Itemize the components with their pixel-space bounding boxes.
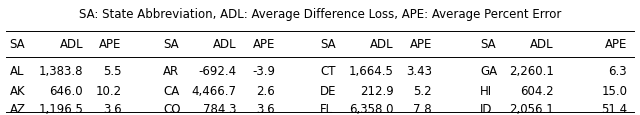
Text: 1,196.5: 1,196.5 bbox=[38, 102, 83, 115]
Text: 212.9: 212.9 bbox=[360, 84, 394, 97]
Text: ID: ID bbox=[480, 102, 493, 115]
Text: 646.0: 646.0 bbox=[49, 84, 83, 97]
Text: 5.2: 5.2 bbox=[413, 84, 432, 97]
Text: AR: AR bbox=[163, 64, 179, 77]
Text: -692.4: -692.4 bbox=[198, 64, 237, 77]
Text: SA: SA bbox=[320, 38, 335, 51]
Text: 6.3: 6.3 bbox=[609, 64, 627, 77]
Text: 3.43: 3.43 bbox=[406, 64, 432, 77]
Text: 51.4: 51.4 bbox=[601, 102, 627, 115]
Text: SA: State Abbreviation, ADL: Average Difference Loss, APE: Average Percent Error: SA: State Abbreviation, ADL: Average Dif… bbox=[79, 8, 561, 21]
Text: 1,664.5: 1,664.5 bbox=[349, 64, 394, 77]
Text: SA: SA bbox=[10, 38, 25, 51]
Text: 2,260.1: 2,260.1 bbox=[509, 64, 554, 77]
Text: ADL: ADL bbox=[60, 38, 83, 51]
Text: AK: AK bbox=[10, 84, 25, 97]
Text: HI: HI bbox=[480, 84, 492, 97]
Text: 3.6: 3.6 bbox=[257, 102, 275, 115]
Text: 604.2: 604.2 bbox=[520, 84, 554, 97]
Text: AL: AL bbox=[10, 64, 24, 77]
Text: ADL: ADL bbox=[530, 38, 554, 51]
Text: SA: SA bbox=[480, 38, 495, 51]
Text: 784.3: 784.3 bbox=[204, 102, 237, 115]
Text: 3.6: 3.6 bbox=[103, 102, 122, 115]
Text: 1,383.8: 1,383.8 bbox=[38, 64, 83, 77]
Text: FL: FL bbox=[320, 102, 333, 115]
Text: ADL: ADL bbox=[370, 38, 394, 51]
Text: SA: SA bbox=[163, 38, 179, 51]
Text: 15.0: 15.0 bbox=[601, 84, 627, 97]
Text: APE: APE bbox=[99, 38, 122, 51]
Text: ADL: ADL bbox=[213, 38, 237, 51]
Text: 2,056.1: 2,056.1 bbox=[509, 102, 554, 115]
Text: GA: GA bbox=[480, 64, 497, 77]
Text: -3.9: -3.9 bbox=[252, 64, 275, 77]
Text: APE: APE bbox=[253, 38, 275, 51]
Text: APE: APE bbox=[410, 38, 432, 51]
Text: 6,358.0: 6,358.0 bbox=[349, 102, 394, 115]
Text: AZ: AZ bbox=[10, 102, 26, 115]
Text: CT: CT bbox=[320, 64, 335, 77]
Text: 5.5: 5.5 bbox=[103, 64, 122, 77]
Text: 10.2: 10.2 bbox=[95, 84, 122, 97]
Text: APE: APE bbox=[605, 38, 627, 51]
Text: CA: CA bbox=[163, 84, 179, 97]
Text: DE: DE bbox=[320, 84, 337, 97]
Text: 2.6: 2.6 bbox=[257, 84, 275, 97]
Text: 7.8: 7.8 bbox=[413, 102, 432, 115]
Text: 4,466.7: 4,466.7 bbox=[192, 84, 237, 97]
Text: CO: CO bbox=[163, 102, 180, 115]
